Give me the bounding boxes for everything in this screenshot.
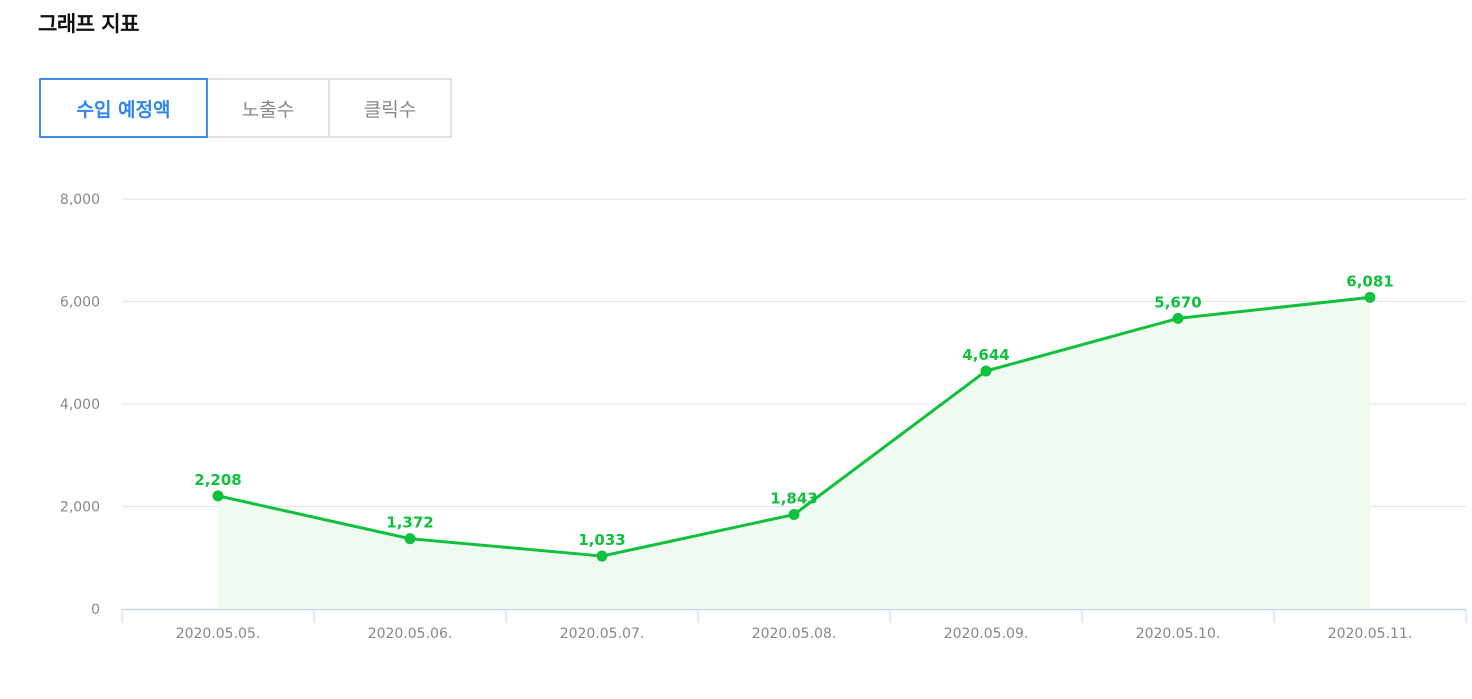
x-tick-label: 2020.05.07. [560,626,645,642]
data-point [788,509,800,521]
tab-expected-revenue[interactable]: 수입 예정액 [39,78,208,138]
x-tick-label: 2020.05.06. [368,626,453,642]
page-title: 그래프 지표 [38,12,139,36]
data-label: 1,033 [578,531,625,549]
data-point [596,550,608,562]
x-tick-label: 2020.05.10. [1136,626,1221,642]
x-tick-label: 2020.05.11. [1328,626,1413,642]
data-point [212,490,224,502]
x-tick-label: 2020.05.05. [176,626,261,642]
data-point [1364,291,1376,303]
y-tick-label: 8,000 [60,192,100,208]
data-label: 4,644 [962,346,1009,364]
data-point [1172,312,1184,324]
data-label: 1,372 [386,514,433,532]
y-tick-label: 0 [91,602,100,618]
data-label: 2,208 [194,471,241,489]
y-tick-label: 6,000 [60,295,100,311]
data-point [404,533,416,545]
tab-clicks[interactable]: 클릭수 [328,78,452,138]
data-label: 1,843 [770,490,817,508]
metric-tabs: 수입 예정액 노출수 클릭수 [39,78,452,138]
data-label: 6,081 [1346,272,1393,290]
data-label: 5,670 [1154,293,1201,311]
data-point [980,365,992,377]
y-tick-label: 2,000 [60,500,100,516]
x-tick-label: 2020.05.08. [752,626,837,642]
series-area [218,297,1370,609]
x-tick-label: 2020.05.09. [944,626,1029,642]
y-tick-label: 4,000 [60,397,100,413]
